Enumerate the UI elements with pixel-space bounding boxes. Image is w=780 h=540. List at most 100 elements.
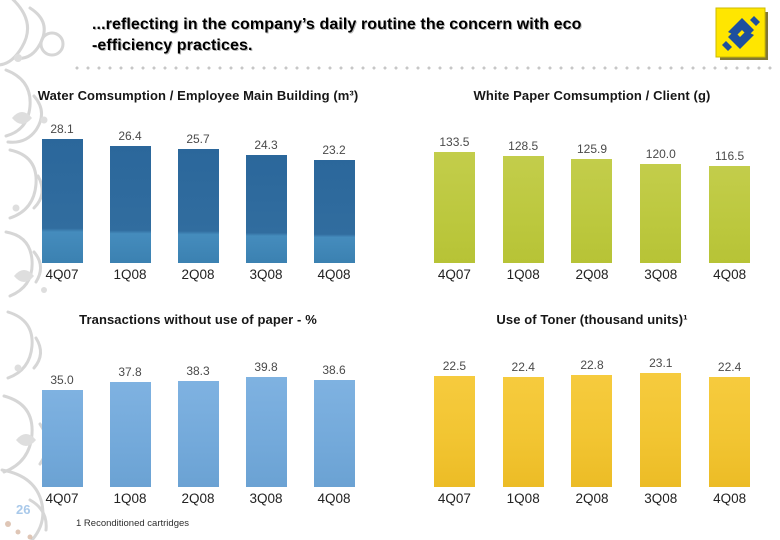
bar bbox=[640, 373, 682, 487]
bar bbox=[245, 155, 287, 263]
chart-x-axis: 4Q07 1Q08 2Q08 3Q08 4Q08 bbox=[28, 263, 368, 282]
bar bbox=[109, 382, 151, 487]
bar-column: 22.5 bbox=[420, 359, 489, 487]
bar-value-label: 38.6 bbox=[322, 363, 346, 377]
bar bbox=[245, 377, 287, 487]
bar-column: 133.5 bbox=[420, 135, 489, 263]
bar-value-label: 25.7 bbox=[186, 132, 210, 146]
x-axis-label: 3Q08 bbox=[249, 491, 283, 506]
slide-title-line2: -efficiency practices. bbox=[92, 37, 253, 54]
bar bbox=[709, 166, 751, 263]
bar-column: 22.4 bbox=[489, 360, 558, 487]
page-number: 26 bbox=[16, 502, 31, 517]
bar bbox=[41, 390, 83, 487]
x-axis-label: 4Q08 bbox=[713, 491, 747, 506]
chart-white-paper-consumption: White Paper Comsumption / Client (g) 133… bbox=[420, 88, 764, 282]
bar-column: 22.4 bbox=[695, 360, 764, 487]
bar-value-label: 37.8 bbox=[118, 365, 142, 379]
bar-value-label: 24.3 bbox=[254, 138, 278, 152]
x-axis-label: 4Q07 bbox=[45, 267, 79, 282]
bar-column: 38.3 bbox=[164, 364, 232, 487]
bar-column: 28.1 bbox=[28, 122, 96, 263]
x-axis-label: 3Q08 bbox=[249, 267, 283, 282]
chart-title: White Paper Comsumption / Client (g) bbox=[473, 88, 711, 103]
x-axis-label: 1Q08 bbox=[506, 491, 540, 506]
bar-column: 23.1 bbox=[626, 356, 695, 487]
bar-value-label: 39.8 bbox=[254, 360, 278, 374]
bar-value-label: 22.4 bbox=[511, 360, 535, 374]
slide-title-line1: ...reflecting in the company’s daily rou… bbox=[92, 16, 582, 33]
bar-value-label: 23.2 bbox=[322, 143, 346, 157]
bar-column: 39.8 bbox=[232, 360, 300, 487]
x-axis-label: 2Q08 bbox=[181, 491, 215, 506]
bar bbox=[109, 146, 151, 263]
chart-toner-use: Use of Toner (thousand units)¹ 22.5 22.4 2… bbox=[420, 312, 764, 506]
bar-value-label: 23.1 bbox=[649, 356, 673, 370]
bar-column: 128.5 bbox=[489, 139, 558, 263]
bar bbox=[41, 139, 83, 263]
bar bbox=[640, 164, 682, 263]
chart-water-consumption: Water Comsumption / Employee Main Buildi… bbox=[28, 88, 368, 282]
x-axis-label: 3Q08 bbox=[644, 267, 678, 282]
bar-column: 116.5 bbox=[695, 149, 764, 263]
chart-title: Use of Toner (thousand units)¹ bbox=[496, 312, 688, 327]
x-axis-label: 1Q08 bbox=[506, 267, 540, 282]
chart-title: Transactions without use of paper - % bbox=[79, 312, 317, 327]
bar-value-label: 22.8 bbox=[580, 358, 604, 372]
bar-value-label: 125.9 bbox=[576, 142, 607, 156]
x-axis-label: 4Q07 bbox=[437, 267, 471, 282]
x-axis-label: 4Q07 bbox=[437, 491, 471, 506]
bar bbox=[571, 375, 613, 487]
bar-column: 23.2 bbox=[300, 143, 368, 263]
bar bbox=[313, 160, 355, 263]
bar-value-label: 28.1 bbox=[50, 122, 74, 136]
x-axis-label: 4Q07 bbox=[45, 491, 79, 506]
bar-value-label: 133.5 bbox=[439, 135, 470, 149]
bar bbox=[502, 377, 544, 487]
bar-column: 125.9 bbox=[558, 142, 627, 263]
bar-value-label: 38.3 bbox=[186, 364, 210, 378]
bar bbox=[177, 381, 219, 487]
x-axis-label: 2Q08 bbox=[181, 267, 215, 282]
chart-paperless-transactions: Transactions without use of paper - % 35… bbox=[28, 312, 368, 506]
x-axis-label: 2Q08 bbox=[575, 491, 609, 506]
chart-x-axis: 4Q07 1Q08 2Q08 3Q08 4Q08 bbox=[420, 487, 764, 506]
x-axis-label: 2Q08 bbox=[575, 267, 609, 282]
chart-title: Water Comsumption / Employee Main Buildi… bbox=[37, 88, 359, 103]
bar-value-label: 26.4 bbox=[118, 129, 142, 143]
bar-column: 35.0 bbox=[28, 373, 96, 487]
bar bbox=[571, 159, 613, 263]
slide-title: ...reflecting in the company’s daily rou… bbox=[92, 14, 717, 56]
x-axis-label: 1Q08 bbox=[113, 491, 147, 506]
chart-plot: 28.1 26.4 25.7 24.3 23.2 bbox=[28, 108, 368, 263]
chart-x-axis: 4Q07 1Q08 2Q08 3Q08 4Q08 bbox=[28, 487, 368, 506]
bar-value-label: 120.0 bbox=[645, 147, 676, 161]
bar bbox=[433, 376, 475, 487]
x-axis-label: 1Q08 bbox=[113, 267, 147, 282]
chart-plot: 22.5 22.4 22.8 23.1 22.4 bbox=[420, 332, 764, 487]
x-axis-label: 3Q08 bbox=[644, 491, 678, 506]
bar-column: 25.7 bbox=[164, 132, 232, 263]
bar-column: 26.4 bbox=[96, 129, 164, 263]
chart-x-axis: 4Q07 1Q08 2Q08 3Q08 4Q08 bbox=[420, 263, 764, 282]
bar-value-label: 116.5 bbox=[715, 149, 745, 163]
chart-plot: 35.0 37.8 38.3 39.8 38.6 bbox=[28, 332, 368, 487]
bar bbox=[313, 380, 355, 487]
bar bbox=[709, 377, 751, 487]
x-axis-label: 4Q08 bbox=[317, 491, 351, 506]
bar bbox=[177, 149, 219, 263]
bar bbox=[502, 156, 544, 263]
banco-do-brasil-logo bbox=[715, 7, 768, 60]
chart-plot: 133.5 128.5 125.9 120.0 116.5 bbox=[420, 108, 764, 263]
x-axis-label: 4Q08 bbox=[713, 267, 747, 282]
bar-value-label: 35.0 bbox=[50, 373, 74, 387]
bar bbox=[433, 152, 475, 263]
bar-column: 37.8 bbox=[96, 365, 164, 487]
bar-column: 22.8 bbox=[558, 358, 627, 487]
bar-column: 38.6 bbox=[300, 363, 368, 487]
dotted-divider bbox=[74, 65, 776, 71]
bar-value-label: 22.4 bbox=[717, 360, 742, 374]
bar-column: 120.0 bbox=[626, 147, 695, 263]
bar-value-label: 22.5 bbox=[442, 359, 467, 373]
